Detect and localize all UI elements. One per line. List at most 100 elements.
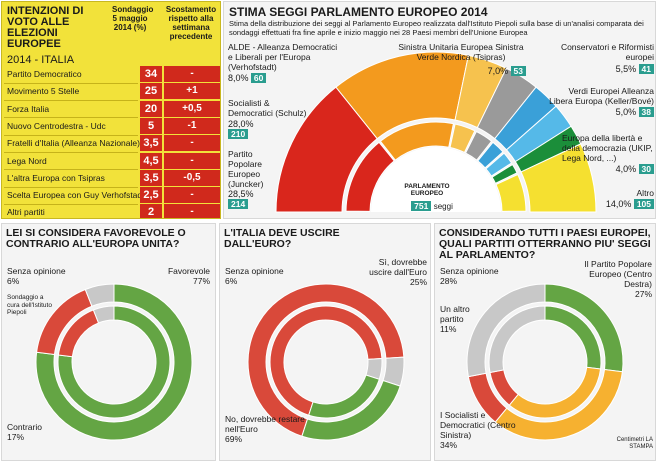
seats-center-unit: seggi — [433, 202, 453, 211]
q2-no-pct: 69% — [225, 434, 243, 444]
seats-label-efd: Europa della libertà e della democrazia … — [562, 133, 654, 174]
q1-slice-2-inner — [92, 305, 115, 324]
votes-party-name: Partito Democratico — [7, 69, 82, 79]
votes-row: Movimento 5 Stelle 25 +1 — [4, 83, 220, 100]
q2-si-pct: 25% — [409, 277, 427, 287]
q1-fav-pct: 77% — [192, 276, 210, 286]
q3-panel: CONSIDERANDO TUTTI I PAESI EUROPEI, QUAL… — [434, 223, 656, 461]
votes-row-separator — [4, 203, 138, 205]
seats-badge-ppe: 214 — [228, 199, 249, 209]
seats-pct-verdi: 5,0% — [615, 107, 637, 117]
seats-title: STIMA SEGGI PARLAMENTO EUROPEO 2014 — [229, 5, 488, 19]
q2-senza-text: Senza opinione — [225, 266, 284, 276]
seats-badge-altro: 105 — [633, 199, 654, 209]
q1-note: Sondaggio a cura dell'Istituto Piepoli — [7, 294, 52, 316]
votes-row: L'altra Europa con Tsipras 3,5 -0,5 — [4, 169, 220, 187]
seats-pct-altro: 14,0% — [605, 199, 632, 209]
q3-slice-3-outer — [466, 283, 546, 378]
q3-title: CONSIDERANDO TUTTI I PAESI EUROPEI, QUAL… — [439, 227, 651, 261]
seats-label-verdi-text: Verdi Europei Alleanza Libera Europa (Ke… — [549, 86, 654, 106]
seats-label-ppe-text: Partito Popolare Europeo (Juncker) — [228, 149, 264, 189]
seats-badge-sd: 210 — [228, 129, 249, 139]
q1-title: LEI SI CONSIDERA FAVOREVOLE O CONTRARIO … — [6, 227, 186, 250]
seats-center-total-wrap: 751 seggi — [402, 201, 462, 212]
q2-senza-label: Senza opinione 6% — [225, 266, 284, 286]
q1-slice-0-inner — [57, 305, 171, 419]
q2-no-label: No, dovrebbe restare nell'Euro 69% — [225, 414, 305, 444]
seats-panel: STIMA SEGGI PARLAMENTO EUROPEO 2014 Stim… — [223, 1, 656, 219]
q3-ppe-pct: 27% — [634, 289, 652, 299]
votes-row-separator — [4, 152, 138, 153]
seats-label-alde-text: ALDE - Alleanza Democratici e Liberali p… — [228, 42, 338, 72]
q3-altro-label: Un altro partito 11% — [440, 304, 480, 334]
votes-value: 34 — [140, 66, 162, 82]
votes-row: Altri partiti 2- — [4, 204, 220, 218]
votes-row: Partito Democratico 34- — [4, 66, 220, 83]
seats-label-sd-text: Socialisti & Democratici (Schulz) — [228, 98, 307, 118]
votes-party-name: Forza Italia — [7, 103, 50, 114]
q1-contro-label: Contrario 17% — [7, 422, 42, 442]
q2-panel: L'ITALIA DEVE USCIRE DALL'EURO? Senza op… — [219, 223, 431, 461]
seats-center-total: 751 — [411, 201, 432, 211]
seats-label-gue-text: Sinistra Unitaria Europea Sinistra Verde… — [398, 42, 524, 62]
q2-si-text: Sì, dovrebbe uscire dall'Euro — [369, 257, 427, 277]
q3-chart — [466, 283, 624, 441]
q1-slice-2-outer — [84, 283, 115, 307]
votes-delta: - — [164, 204, 220, 218]
votes-value: 3,5 — [140, 135, 162, 152]
seats-label-altro-text: Altro — [636, 188, 654, 198]
q1-contro-text: Contrario — [7, 422, 42, 432]
seats-pct-efd: 4,0% — [615, 164, 637, 174]
seats-inner-slice-sd — [379, 121, 454, 161]
votes-row-separator — [4, 169, 138, 171]
seats-label-verdi: Verdi Europei Alleanza Libera Europa (Ke… — [549, 86, 654, 117]
q3-senza-text: Senza opinione — [440, 266, 499, 276]
votes-row: Lega Nord 4,5- — [4, 152, 220, 170]
votes-row-separator — [4, 117, 138, 119]
q2-slice-2-inner — [308, 374, 380, 419]
votes-subtitle: 2014 - ITALIA — [7, 54, 75, 66]
seats-inner-slice-efd — [491, 163, 518, 184]
seats-inner-slice-altro — [495, 173, 527, 212]
seats-label-alde: ALDE - Alleanza Democratici e Liberali p… — [228, 42, 340, 83]
q2-senza-pct: 6% — [225, 276, 238, 286]
seats-center-title: PARLAMENTO EUROPEO — [404, 183, 450, 197]
seats-label-sd: Socialisti & Democratici (Schulz) 28,0% 2… — [228, 98, 313, 139]
votes-value: 5 — [140, 117, 162, 134]
seats-pct-gue: 7,0% — [487, 66, 509, 76]
q3-sd-label: I Socialisti e Democratici (Centro Sinis… — [440, 410, 520, 450]
q3-credit: Centimetri LA STAMPA — [616, 437, 653, 450]
q3-ppe-text: Il Partito Popolare Europeo (Centro Dest… — [584, 259, 652, 289]
seats-label-ecr-text: Conservatori e Riformisti europei — [560, 42, 654, 62]
votes-value: 4,5 — [140, 152, 162, 169]
votes-row: Scelta Europea con Guy Verhofstadt 2,5- — [4, 187, 220, 204]
q3-senza-label: Senza opinione 28% — [440, 266, 499, 286]
seats-label-altro: Altro 14,0% 105 — [564, 188, 654, 209]
q3-senza-pct: 28% — [440, 276, 458, 286]
q1-senza-text: Senza opinione — [7, 266, 66, 276]
votes-value: 25 — [140, 83, 162, 100]
seats-inner-slice-alde — [449, 123, 476, 154]
q1-panel: LEI SI CONSIDERA FAVOREVOLE O CONTRARIO … — [1, 223, 216, 461]
seats-label-efd-text: Europa della libertà e della democrazia … — [562, 133, 653, 163]
q2-si-label: Sì, dovrebbe uscire dall'Euro 25% — [355, 257, 427, 287]
seats-pct-alde: 8,0% — [228, 73, 249, 83]
q2-chart — [247, 283, 405, 441]
seats-description: Stima della distribuzione dei seggi al P… — [229, 19, 644, 37]
q3-altro-text: Un altro partito — [440, 304, 470, 324]
votes-col1-header: Sondaggio 5 maggio 2014 (%) — [112, 5, 154, 32]
votes-value: 2 — [140, 204, 162, 218]
q3-sd-text: I Socialisti e Democratici (Centro Sinis… — [440, 410, 516, 440]
seats-label-ecr: Conservatori e Riformisti europei 5,5% 4… — [554, 42, 654, 74]
seats-label-gue: Sinistra Unitaria Europea Sinistra Verde… — [396, 42, 526, 76]
q2-title: L'ITALIA DEVE USCIRE DALL'EURO? — [224, 227, 340, 250]
votes-row-separator — [4, 82, 138, 84]
votes-delta: +1 — [164, 83, 220, 100]
seats-inner-slice-gue — [464, 130, 493, 161]
votes-row-separator — [4, 134, 138, 136]
votes-value: 2,5 — [140, 187, 162, 204]
votes-row-separator — [4, 100, 138, 102]
votes-value: 20 — [140, 100, 162, 117]
seats-badge-alde: 60 — [250, 73, 267, 83]
q3-ppe-label: Il Partito Popolare Europeo (Centro Dest… — [565, 259, 652, 299]
